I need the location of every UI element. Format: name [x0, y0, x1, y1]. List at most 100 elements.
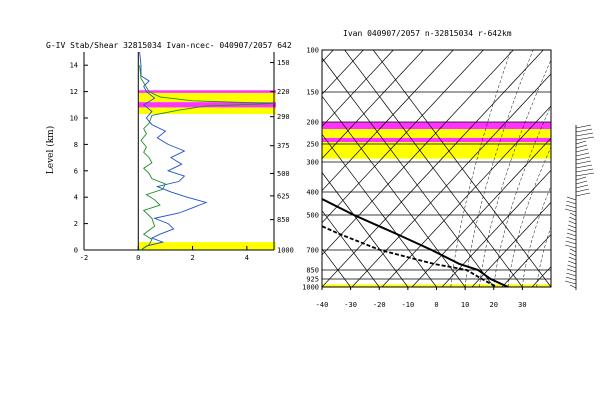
wind-barb: [566, 272, 577, 277]
wind-barb: [568, 220, 577, 225]
left-series-green: [139, 65, 275, 251]
moist-adiabat-line: [464, 50, 534, 287]
skewt-x-tick-label: -20: [373, 301, 386, 309]
isotherm-line: [116, 50, 294, 287]
left-x-tick-label: 2: [190, 254, 194, 262]
skewt-band-1: [322, 129, 551, 138]
left-x-tick-label: -2: [80, 254, 88, 262]
dry-adiabat-line: [501, 234, 551, 287]
pressure-tick-label: 400: [306, 189, 319, 197]
isotherm-line: [322, 171, 409, 287]
left-y-tick-label: 8: [74, 141, 78, 149]
wind-barb: [575, 124, 592, 129]
wind-barb: [575, 164, 593, 169]
pressure-tick-label: 925: [306, 276, 319, 284]
dry-adiabat-line: [322, 50, 484, 224]
moist-adiabat-line: [493, 105, 551, 287]
isotherm-line: [344, 50, 523, 287]
pressure-tick-label: 850: [306, 267, 319, 275]
dry-adiabat-line: [322, 50, 424, 160]
skewt-x-tick-label: 10: [461, 301, 469, 309]
pressure-tick-label: 200: [306, 119, 319, 127]
left-right-tick-label: 150: [277, 59, 290, 67]
wind-barb: [575, 168, 594, 173]
isotherm-line: [322, 95, 466, 287]
left-right-tick-label: 1000: [277, 247, 294, 255]
isotherm-line: [322, 210, 380, 287]
left-y-tick-label: 12: [70, 88, 78, 96]
skewt-x-tick-label: 30: [518, 301, 526, 309]
left-y-tick-label: 6: [74, 167, 78, 175]
dry-adiabat-line: [411, 137, 551, 287]
dry-adiabat-line: [381, 105, 551, 287]
wind-barb: [565, 240, 577, 245]
moist-adiabat-line: [522, 185, 551, 287]
wind-barb: [575, 184, 589, 189]
isotherm-line: [322, 133, 437, 287]
skewt-x-tick-label: -40: [316, 301, 329, 309]
wind-barb: [569, 252, 577, 257]
wind-barb: [566, 200, 577, 205]
wind-barb: [575, 172, 595, 177]
wind-barb: [566, 232, 577, 237]
temperature-trace: [322, 197, 509, 287]
left-band-1: [138, 92, 276, 103]
left-right-tick-label: 625: [277, 192, 290, 200]
pressure-tick-label: 1000: [302, 284, 319, 292]
dry-adiabat-line: [322, 50, 454, 192]
left-band-0: [138, 90, 276, 93]
wind-barb: [575, 176, 587, 181]
isotherm-line: [58, 50, 236, 287]
dewpoint-trace: [322, 225, 498, 287]
wind-barb: [569, 284, 577, 289]
wind-barb: [568, 260, 577, 265]
isotherm-line: [322, 57, 495, 287]
isotherm-line: [322, 248, 351, 287]
left-series-blue: [139, 51, 208, 251]
left-x-tick-label: 0: [136, 254, 140, 262]
left-band-4: [138, 242, 276, 250]
wind-barb: [575, 136, 595, 141]
wind-barb: [575, 160, 592, 165]
skewt-title: Ivan 040907/2057 n-32815034 r-642km: [343, 29, 512, 38]
wind-barb: [575, 188, 590, 193]
wind-barb: [575, 180, 588, 185]
wind-barb: [569, 216, 577, 221]
left-right-tick-label: 500: [277, 170, 290, 178]
dry-adiabat-line: [322, 50, 394, 127]
pressure-tick-label: 250: [306, 141, 319, 149]
wind-barb: [575, 156, 591, 161]
wind-barb: [567, 228, 577, 233]
left-y-tick-label: 0: [74, 247, 78, 255]
skewt-x-tick-label: -30: [344, 301, 357, 309]
left-y-tick-label: 4: [74, 194, 78, 202]
left-right-tick-label: 290: [277, 113, 290, 121]
left-y-axis-label: Level (km): [45, 126, 56, 174]
wind-barb: [566, 196, 577, 201]
dry-adiabat-line: [322, 50, 514, 256]
skewt-x-tick-label: 20: [490, 301, 498, 309]
left-band-3: [138, 107, 276, 115]
isotherm-line: [322, 286, 323, 287]
skewt-band-0: [322, 122, 551, 130]
dry-adiabat-line: [471, 201, 551, 287]
left-right-tick-label: 220: [277, 88, 290, 96]
wind-barb: [565, 204, 577, 209]
moist-adiabat-line: [479, 59, 551, 287]
dry-adiabat-line: [322, 50, 364, 95]
wind-barb: [575, 132, 594, 137]
left-chart-title: G-IV Stab/Shear 32815034 Ivan-ncec- 0409…: [46, 41, 292, 50]
pressure-tick-label: 300: [306, 159, 319, 167]
left-x-tick-label: 4: [245, 254, 249, 262]
wind-barb: [565, 276, 577, 281]
skewt-band-2: [322, 137, 551, 143]
wind-barb: [567, 264, 577, 269]
isotherm-line: [372, 50, 551, 287]
isotherm-line: [0, 50, 122, 287]
skewt-band-3: [322, 142, 551, 159]
wind-barb: [569, 212, 577, 217]
isotherm-line: [30, 50, 208, 287]
